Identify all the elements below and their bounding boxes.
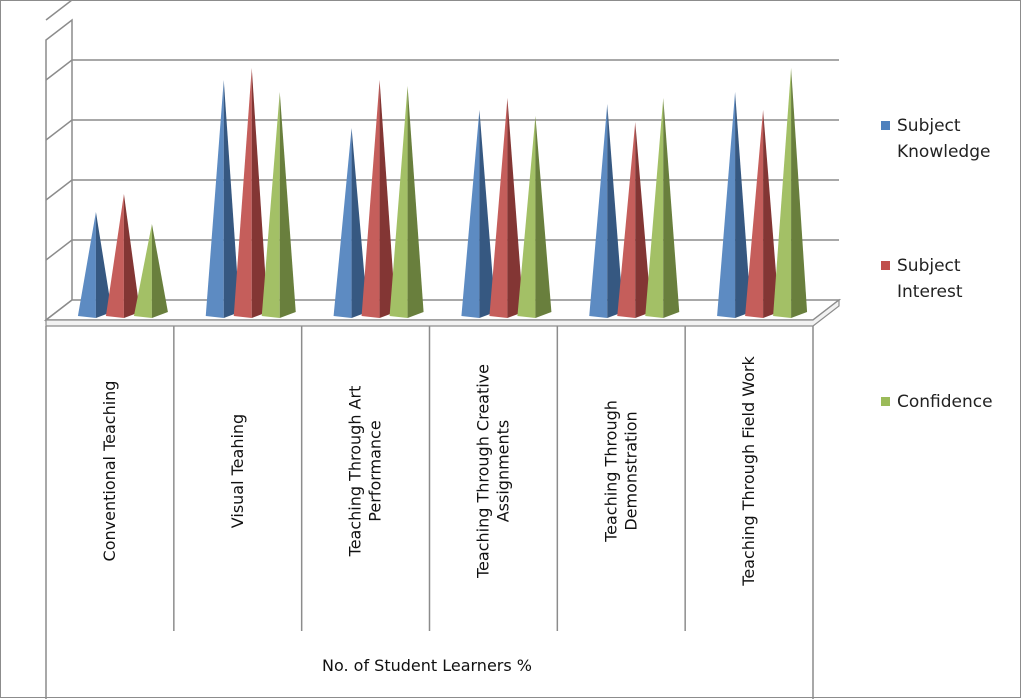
gridline [45,179,839,201]
legend-label: Subject Interest [897,256,963,302]
bar-confidence-2 [261,92,296,318]
category-table: Conventional Teaching Visual Teahing Teach… [45,326,814,699]
gridline [45,119,839,141]
category-label-4: Teaching Through CreativeAssignments [473,364,512,579]
legend-item-subject-knowledge: Subject Knowledge [881,116,990,162]
legend-swatch [881,121,890,130]
legend-item-confidence: Confidence [881,392,993,412]
bar-confidence-3 [389,86,424,318]
bar-confidence-6 [773,68,808,318]
category-label-6: Teaching Through Field Work [739,356,758,587]
bar-subject-interest-4 [489,98,524,318]
bar-subject-knowledge-4 [461,110,496,318]
category-label-5: Teaching ThroughDemonstration [601,400,640,543]
bar-subject-knowledge-5 [589,104,624,318]
bar-confidence-5 [645,98,680,318]
legend-item-subject-interest: Subject Interest [881,256,963,302]
legend-label: Confidence [897,392,993,412]
category-label-1: Conventional Teaching [100,381,119,562]
gridline [45,59,839,81]
x-axis-title: No. of Student Learners % [322,656,532,675]
chart-walls [45,18,73,322]
bar-subject-interest-1 [105,194,140,318]
bar-subject-knowledge-6 [717,92,752,318]
legend-swatch [881,261,890,270]
bar-confidence-4 [517,116,552,318]
gridline [45,1,72,21]
category-label-2: Visual Teahing [228,414,247,528]
bar-subject-interest-3 [361,80,396,318]
chart-gridlines [45,1,839,261]
bar-subject-interest-5 [617,122,652,318]
bar-subject-interest-6 [745,110,780,318]
legend-label: Subject Knowledge [897,116,990,162]
bar-subject-knowledge-1 [77,212,112,318]
category-label-3: Teaching Through ArtPerformance [346,386,385,558]
gridline [45,239,839,261]
side-wall [45,18,73,322]
bar-subject-knowledge-2 [205,80,240,318]
bar-confidence-1 [133,224,168,318]
bar-subject-knowledge-3 [333,128,368,318]
chart-bars [77,68,808,318]
bar-subject-interest-2 [233,68,268,318]
chart-legend: Subject Knowledge Subject Interest Confidenc… [881,116,993,412]
legend-swatch [881,397,890,406]
